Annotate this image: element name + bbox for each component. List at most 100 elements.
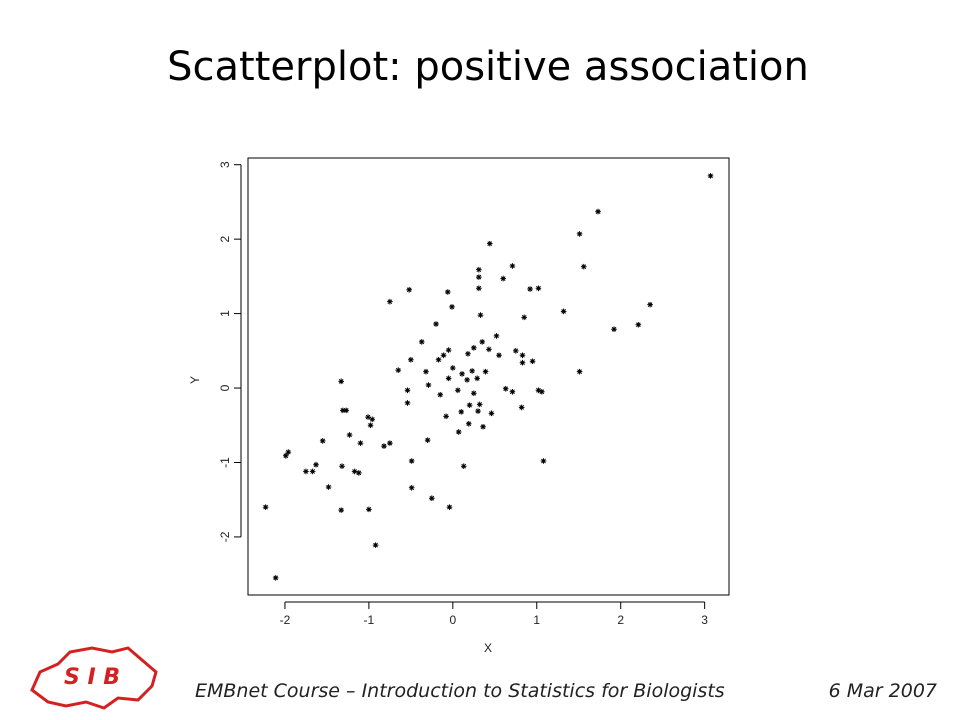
point <box>512 348 519 354</box>
point <box>527 286 533 292</box>
point <box>560 308 567 315</box>
point <box>387 298 393 305</box>
point <box>488 410 495 417</box>
point <box>496 352 502 359</box>
point <box>367 422 374 429</box>
point <box>445 375 452 382</box>
point <box>519 359 526 366</box>
point <box>476 266 482 273</box>
point <box>395 367 402 373</box>
plot-frame <box>247 157 730 596</box>
point <box>480 423 486 430</box>
point <box>477 312 484 318</box>
point <box>339 463 345 470</box>
x-tick-label: 0 <box>449 613 456 627</box>
point <box>576 231 583 237</box>
point <box>369 416 376 423</box>
logo-outline <box>30 646 158 710</box>
point <box>381 443 387 449</box>
point <box>444 289 451 295</box>
point <box>476 401 483 408</box>
point <box>493 333 500 339</box>
point <box>471 390 477 397</box>
y-tick-label: 3 <box>218 161 232 168</box>
point <box>408 356 414 363</box>
point <box>365 414 371 420</box>
point <box>424 437 431 443</box>
point <box>309 468 316 475</box>
point <box>423 368 429 375</box>
point <box>366 506 372 513</box>
point <box>466 402 473 408</box>
point <box>404 400 411 406</box>
point <box>647 301 653 308</box>
point <box>443 413 449 420</box>
point <box>262 504 269 510</box>
point <box>429 495 435 502</box>
point <box>425 382 432 388</box>
point <box>319 438 326 444</box>
point <box>338 378 344 385</box>
point <box>474 375 480 382</box>
y-tick-label: -2 <box>218 531 232 542</box>
point <box>707 173 714 179</box>
point <box>464 377 470 383</box>
point <box>338 507 344 513</box>
point <box>449 304 455 310</box>
point <box>418 339 425 345</box>
point <box>343 407 350 414</box>
point <box>340 407 346 414</box>
point <box>500 275 506 282</box>
point <box>479 339 486 345</box>
point <box>408 458 415 464</box>
point <box>635 321 642 328</box>
point <box>303 468 309 475</box>
point <box>475 408 481 414</box>
footer-course: EMBnet Course – Introduction to Statisti… <box>195 680 725 702</box>
point <box>408 484 415 491</box>
point <box>611 326 617 333</box>
x-axis-label: X <box>484 641 492 655</box>
point <box>518 404 525 411</box>
point <box>272 575 279 581</box>
point <box>465 420 472 427</box>
point <box>509 263 516 269</box>
point <box>372 542 379 548</box>
point <box>465 350 471 357</box>
x-tick-label: 1 <box>533 613 540 627</box>
point <box>576 368 583 375</box>
x-tick-label: -2 <box>280 613 291 627</box>
y-tick-label: 2 <box>218 235 232 242</box>
point <box>445 347 452 353</box>
point <box>313 461 319 468</box>
point <box>282 452 289 459</box>
point <box>580 263 587 270</box>
point <box>406 286 412 293</box>
y-axis-label: Y <box>188 376 202 384</box>
point <box>404 387 411 394</box>
point <box>476 274 482 280</box>
point <box>351 468 358 475</box>
point <box>529 358 536 365</box>
point <box>387 440 393 446</box>
logo-text: S I B <box>64 665 120 690</box>
point <box>459 371 465 377</box>
point <box>460 463 467 470</box>
x-tick-label: -1 <box>364 613 375 627</box>
point <box>486 346 492 353</box>
point <box>476 285 482 292</box>
point <box>455 387 461 394</box>
point <box>446 504 453 510</box>
point <box>519 352 526 359</box>
point <box>433 321 439 327</box>
point <box>535 285 542 292</box>
point <box>346 432 353 438</box>
x-tick-label: 3 <box>701 613 708 627</box>
point <box>455 429 462 435</box>
x-tick-label: 2 <box>617 613 624 627</box>
point <box>458 409 465 415</box>
logo: S I B <box>30 646 158 710</box>
point <box>450 365 456 371</box>
point <box>540 458 547 464</box>
